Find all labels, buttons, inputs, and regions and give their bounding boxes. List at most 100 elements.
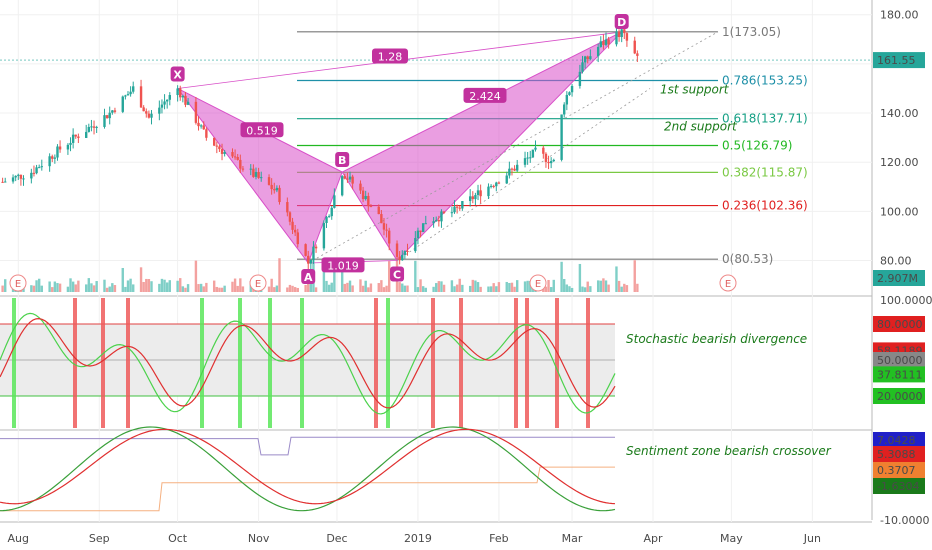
stoch-val-3-box <box>873 352 925 368</box>
volume-bar <box>367 287 370 292</box>
candle-body <box>121 96 124 112</box>
volume-bar <box>479 286 482 292</box>
volume-bar <box>607 284 610 292</box>
volume-bar <box>570 287 574 292</box>
stoch-val-5-box <box>873 388 925 404</box>
candle-body <box>552 159 555 162</box>
point-B-box <box>335 152 350 168</box>
candle-body <box>179 88 182 98</box>
volume-bar <box>77 280 80 292</box>
candle-body <box>489 185 493 187</box>
candle-body <box>278 187 281 203</box>
candle-body <box>440 211 443 222</box>
volume-bar <box>583 287 587 292</box>
volume-bar <box>359 279 362 292</box>
volume-bar <box>58 283 62 292</box>
candle-body <box>455 206 459 208</box>
candle-body <box>11 177 15 182</box>
candle-body <box>380 214 383 224</box>
ratio-label-2: 2.424 <box>469 90 501 103</box>
volume-bar <box>346 282 349 292</box>
volume-bar <box>505 281 508 292</box>
xtick-0: Aug <box>8 532 29 545</box>
volume-bar <box>625 285 629 292</box>
candle-body <box>395 243 399 257</box>
candle-body <box>1 181 4 183</box>
volume-bar <box>633 260 636 292</box>
volume-bar <box>453 286 456 292</box>
volume-bar <box>270 278 273 292</box>
senti-line-orange <box>0 466 615 512</box>
earnings-label-3: E <box>725 279 731 290</box>
candle-body <box>419 230 422 232</box>
candle-body <box>139 86 143 108</box>
stoch-k-line <box>0 312 616 415</box>
candle-body <box>565 94 569 105</box>
senti-line-green <box>0 426 616 512</box>
candle-body <box>124 95 127 97</box>
volume-bar <box>194 260 198 292</box>
volume-bar <box>403 285 407 292</box>
point-A-box <box>301 268 316 284</box>
volume-bar <box>87 278 91 292</box>
volume-bar <box>53 281 57 292</box>
senti-val-3-box <box>873 478 925 494</box>
candle-body <box>275 187 279 191</box>
volume-bar <box>461 284 464 292</box>
ratio-label-1: 1.019 <box>327 259 359 272</box>
candle-body <box>32 172 36 174</box>
stoch-d-line <box>0 318 616 409</box>
volume-bar <box>103 279 106 292</box>
volume-bar <box>30 285 33 292</box>
candle-body <box>424 223 427 225</box>
senti-val-3: -1.6304 <box>877 480 919 493</box>
volume-bar <box>568 286 571 292</box>
volume-bar <box>111 283 114 292</box>
volume-bar <box>236 285 239 292</box>
candle-body <box>351 176 354 184</box>
volume-bar <box>56 283 59 292</box>
candle-body <box>113 110 117 112</box>
volume-bar <box>40 285 43 292</box>
xtick-8: Apr <box>644 532 664 545</box>
volume-bar <box>547 279 550 292</box>
fib-label-3: 0.5(126.79) <box>722 139 792 153</box>
volume-bar <box>322 258 326 292</box>
signal-green-4 <box>300 298 304 428</box>
point-X-label: X <box>173 68 182 81</box>
candle-body <box>544 153 548 162</box>
candle-body <box>150 113 153 118</box>
volume-bar <box>414 260 417 292</box>
senti-val-1: 5.3088 <box>877 448 916 461</box>
candle-body <box>53 157 57 159</box>
candle-body <box>220 149 224 154</box>
candle-body <box>236 156 239 160</box>
volume-bar <box>364 280 367 292</box>
candle-body <box>583 56 587 63</box>
candle-body <box>103 115 106 127</box>
ratio-box-2 <box>463 87 507 103</box>
candle-body <box>37 167 41 169</box>
volume-bar <box>523 281 527 292</box>
volume-bar <box>432 286 435 292</box>
note-support-2: 2nd support <box>664 119 738 133</box>
volume-bar <box>126 280 130 292</box>
stoch-val-4: 37.8111 <box>877 368 923 381</box>
volume-bar <box>382 287 386 292</box>
candle-body <box>495 182 498 187</box>
candle-body <box>596 46 600 57</box>
volume-bar <box>348 280 352 292</box>
candle-body <box>212 137 216 146</box>
candle-body <box>516 164 519 171</box>
signal-green-5 <box>386 298 390 428</box>
sentiment-panel: Sentiment zone bearish crossover <box>0 426 832 512</box>
volume-bar <box>241 286 245 292</box>
volume-bar <box>513 286 516 292</box>
volume-bar <box>145 278 148 292</box>
volume-bar <box>32 285 36 292</box>
volume-bar <box>636 283 639 292</box>
volume-bar <box>476 282 480 292</box>
candle-body <box>377 206 380 215</box>
volume-bar <box>233 278 237 292</box>
